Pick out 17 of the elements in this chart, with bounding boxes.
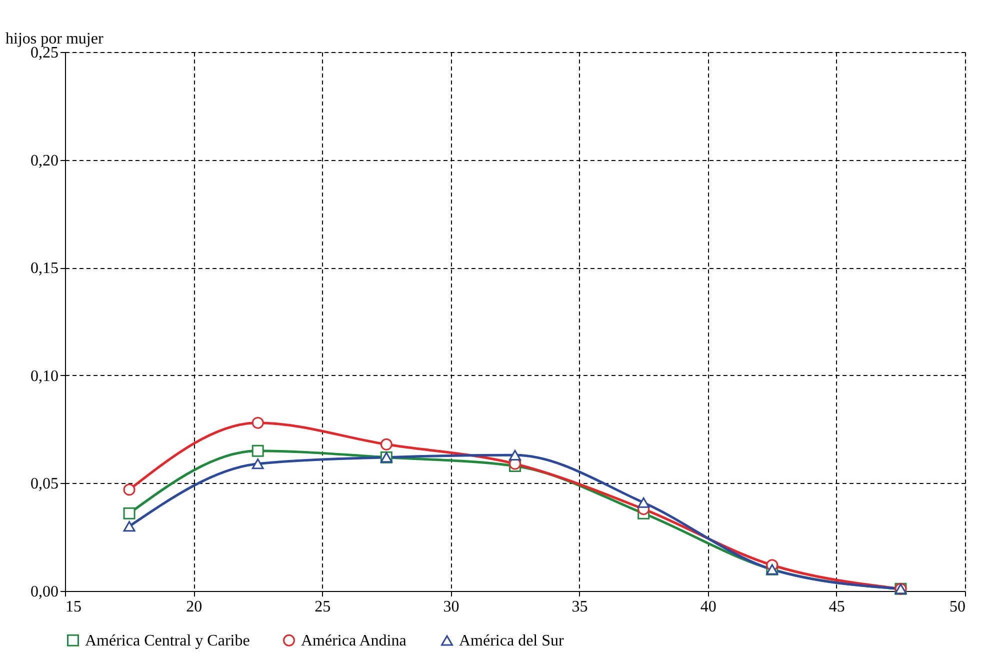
x-tick-label: 35 bbox=[572, 598, 588, 616]
x-tick-label: 20 bbox=[186, 598, 202, 616]
legend-label: América Andina bbox=[301, 632, 406, 650]
x-tick-label: 50 bbox=[950, 598, 966, 616]
y-tick-label: 0,00 bbox=[30, 584, 58, 600]
y-tick-label: 0,15 bbox=[30, 260, 58, 278]
x-tick-label: 30 bbox=[443, 598, 460, 616]
x-tick-label: 40 bbox=[700, 598, 716, 616]
x-tick-label: 45 bbox=[828, 598, 845, 616]
legend-label: América del Sur bbox=[459, 632, 565, 650]
y-tick-label: 0,10 bbox=[30, 368, 58, 385]
y-tick-label: 0,05 bbox=[30, 476, 58, 493]
legend-label: América Central y Caribe bbox=[85, 632, 250, 650]
x-tick-label: 25 bbox=[314, 598, 331, 616]
y-tick-label: 0,20 bbox=[30, 152, 58, 170]
x-tick-label: 15 bbox=[66, 598, 82, 616]
y-axis-title: hijos por mujer bbox=[6, 30, 104, 48]
